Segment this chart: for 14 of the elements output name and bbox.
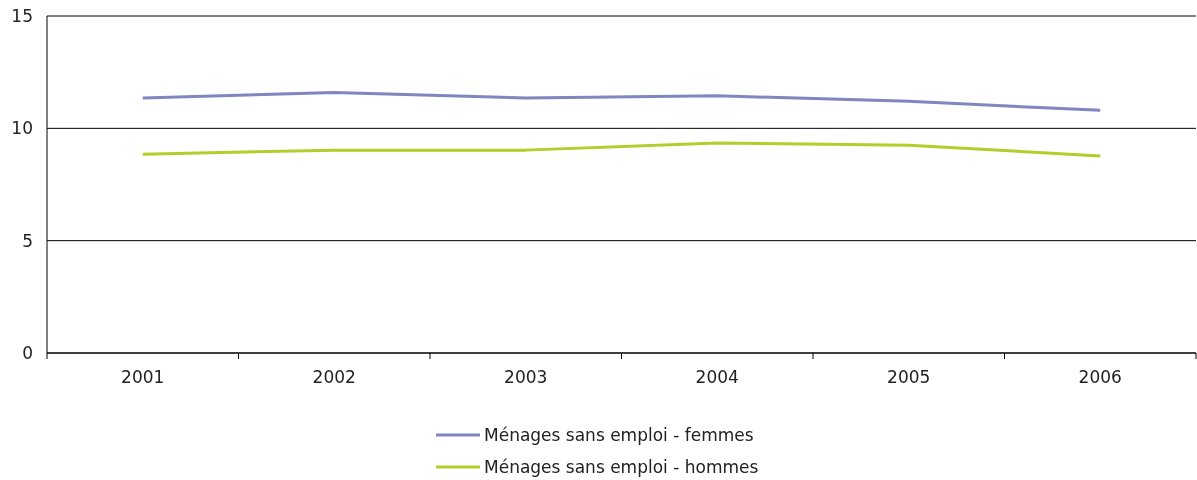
x-tick-label: 2004 bbox=[695, 367, 739, 387]
legend-label: Ménages sans emploi - hommes bbox=[484, 456, 759, 477]
legend-label: Ménages sans emploi - femmes bbox=[484, 424, 754, 445]
line-series bbox=[141, 90, 1102, 112]
line-series bbox=[141, 141, 1102, 158]
x-tick-label: 2006 bbox=[1078, 367, 1122, 387]
y-tick-label: 0 bbox=[22, 342, 33, 363]
y-tick-label: 10 bbox=[11, 118, 33, 139]
x-tick-label: 2005 bbox=[887, 367, 931, 387]
x-tick-label: 2001 bbox=[121, 367, 165, 387]
x-tick-label: 2003 bbox=[504, 367, 548, 387]
y-tick-label: 15 bbox=[11, 5, 33, 26]
y-tick-label: 5 bbox=[22, 230, 33, 251]
x-tick-label: 2002 bbox=[312, 367, 356, 387]
